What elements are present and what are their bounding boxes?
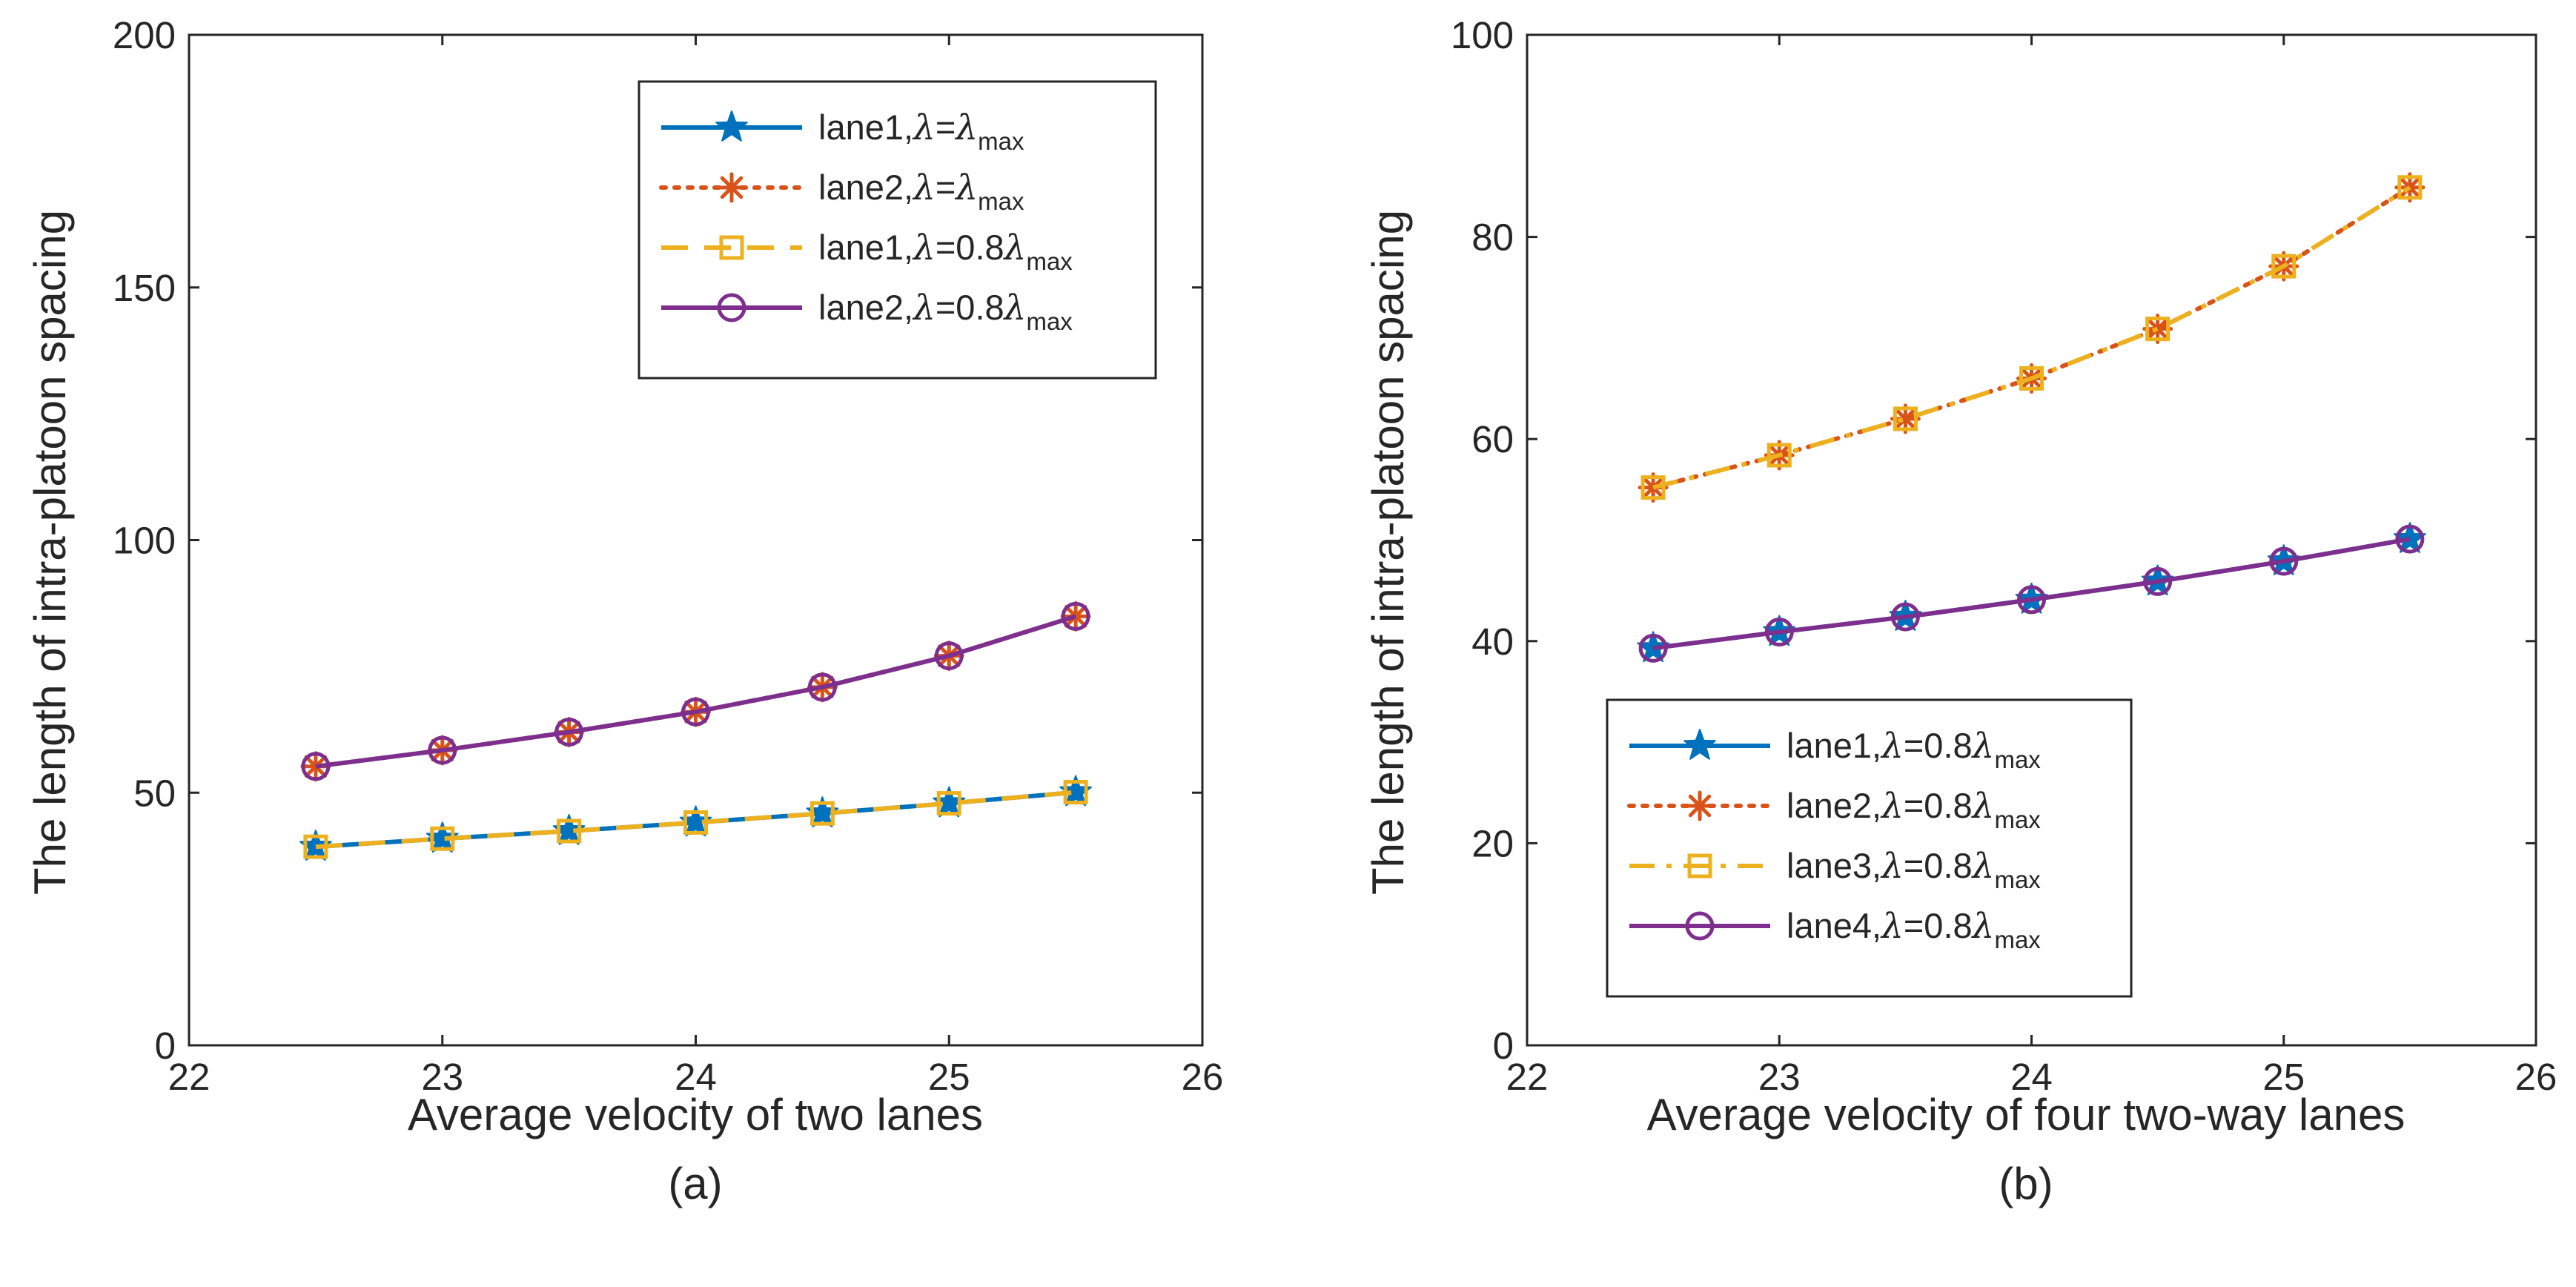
chart-b-point-lane3 [2397, 175, 2423, 200]
chart-a-legend-entry: lane2,λ=λmax [659, 168, 1024, 215]
chart-a-ytick-label: 0 [155, 1025, 176, 1067]
chart-a-series-line-lane2-0.8 [315, 614, 1076, 769]
chart-b-ylabel: The length of intra-platoon spacing [1363, 210, 1413, 895]
chart-a-legend-label: lane1,λ=λmax [818, 107, 1024, 155]
chart-a-xtick-label: 24 [675, 1056, 717, 1098]
chart-b-legend: lane1,λ=0.8λmax lane2,λ=0.8λmax lane3,λ=0.… [1606, 698, 2133, 998]
chart-a-xlabel: Average velocity of two lanes [408, 1090, 983, 1139]
chart-b-point-lane3 [2019, 365, 2044, 391]
chart-b-ytick-label: 20 [1471, 822, 1514, 864]
chart-b-ytick-label: 0 [1493, 1025, 1514, 1067]
chart-b-caption: (b) [1999, 1159, 2053, 1208]
chart-b-legend-entry: lane1,λ=0.8λmax [1629, 726, 2041, 773]
chart-a-ytick-label: 150 [113, 267, 176, 309]
chart-b-point-lane4 [1764, 618, 1794, 647]
chart-a-legend-marker [717, 293, 746, 322]
chart-a-legend-marker [719, 235, 744, 260]
chart-a-point-lane1-0.8 [936, 791, 961, 816]
chart-b-point-lane3 [1767, 443, 1792, 468]
chart-b-legend-entry: lane4,λ=0.8λmax [1629, 906, 2041, 953]
chart-b-point-lane3 [1640, 475, 1666, 500]
chart-b-point-lane4 [2143, 566, 2173, 596]
chart-b-legend-marker [1683, 729, 1716, 760]
chart-a-legend-marker [716, 172, 747, 203]
chart-a-ytick-label: 100 [113, 520, 176, 562]
chart-b-legend-label: lane4,λ=0.8λmax [1787, 906, 2041, 953]
chart-a-point-lane1-0.8 [1063, 780, 1088, 805]
chart-a-xtick-label: 26 [1182, 1056, 1224, 1098]
chart-a-series-lane1-0.8 [303, 780, 1088, 859]
chart-a-point-lane1-0.8 [557, 818, 582, 844]
chart-a-xtick-label: 22 [168, 1056, 211, 1098]
chart-a-legend-label: lane2,λ=0.8λmax [818, 288, 1073, 335]
chart-a-ytick-label: 50 [133, 772, 176, 814]
chart-b-legend-label: lane3,λ=0.8λmax [1787, 846, 2041, 893]
chart-b-legend-entry: lane2,λ=0.8λmax [1627, 786, 2041, 833]
chart-b-legend-label: lane1,λ=0.8λmax [1787, 726, 2041, 773]
chart-a: The length of intra-platoon spacing Aver… [25, 14, 1223, 1208]
chart-a-ytick-label: 200 [113, 14, 176, 56]
chart-a-point-lane2-0.8 [428, 735, 457, 765]
chart-b-xtick-label: 24 [2010, 1056, 2053, 1098]
chart-b-ytick-label: 40 [1471, 621, 1514, 663]
chart-a-legend-entry: lane2,λ=0.8λmax [661, 288, 1073, 335]
chart-b-ytick-label: 60 [1471, 418, 1514, 460]
chart-a-caption: (a) [668, 1159, 722, 1208]
chart-b-series-line-lane3 [1652, 185, 2411, 490]
chart-a-point-lane2-0.8 [554, 717, 584, 747]
chart-b-xtick-label: 23 [1758, 1056, 1801, 1098]
chart-b-legend-marker [1684, 790, 1715, 821]
chart-a-ylabel: The length of intra-platoon spacing [25, 210, 75, 895]
chart-a-legend-entry: lane1,λ=λmax [661, 107, 1024, 155]
chart-b-ytick-label: 100 [1451, 14, 1514, 56]
chart-b-xtick-label: 25 [2262, 1056, 2305, 1098]
chart-a-point-lane2-0.8 [681, 697, 710, 727]
chart-a-series-lane2-0.8 [301, 601, 1090, 781]
chart-b-point-lane3 [2145, 317, 2171, 342]
chart-b-point-lane4 [2395, 524, 2425, 554]
chart-b-xtick-label: 22 [1506, 1056, 1549, 1098]
chart-b-point-lane3 [1893, 406, 1918, 431]
chart-b-legend-marker [1687, 853, 1712, 879]
chart-a-point-lane2-0.8 [807, 672, 837, 702]
chart-b-xtick-label: 26 [2515, 1056, 2557, 1098]
chart-b: The length of intra-platoon spacing Aver… [1363, 14, 2557, 1208]
chart-b-point-lane3 [2271, 254, 2297, 279]
chart-a-point-lane2-0.8 [1061, 601, 1090, 631]
chart-a-xtick-label: 25 [928, 1056, 970, 1098]
chart-b-point-lane4 [2269, 546, 2299, 576]
chart-b-point-lane2 [2142, 314, 2173, 345]
chart-b-point-lane4 [1890, 602, 1920, 632]
chart-a-point-lane1-0.8 [809, 801, 835, 826]
chart-a-point-lane1-0.8 [303, 834, 328, 859]
chart-b-point-lane4 [1638, 633, 1668, 663]
chart-b-legend-marker [1685, 911, 1715, 941]
chart-a-point-lane2-0.8 [301, 752, 331, 781]
chart-a-point-lane2 [1060, 601, 1091, 632]
chart-b-xlabel: Average velocity of four two-way lanes [1647, 1090, 2406, 1139]
chart-a-point-lane2-0.8 [934, 641, 964, 671]
chart-a-legend-entry: lane1,λ=0.8λmax [661, 228, 1073, 275]
chart-a-legend-label: lane2,λ=λmax [818, 168, 1024, 215]
chart-a-legend-label: lane1,λ=0.8λmax [818, 228, 1073, 275]
chart-b-legend-entry: lane3,λ=0.8λmax [1629, 846, 2041, 893]
chart-a-legend-marker [715, 110, 748, 142]
chart-a-xtick-label: 23 [421, 1056, 463, 1098]
chart-a-point-lane2 [300, 751, 331, 782]
chart-b-ytick-label: 80 [1471, 216, 1514, 259]
chart-a-point-lane1-0.8 [430, 826, 455, 851]
chart-b-point-lane4 [2017, 585, 2046, 615]
chart-b-point-lane2 [1890, 403, 1921, 434]
chart-b-series-line-lane4 [1652, 537, 2411, 651]
chart-b-legend-label: lane2,λ=0.8λmax [1787, 786, 2041, 833]
chart-a-point-lane1-0.8 [683, 810, 708, 835]
chart-a-legend: lane1,λ=λmax lane2,λ=λmax lane1,λ=0.8λmax l… [638, 80, 1157, 380]
chart-b-series-lane3 [1640, 175, 2423, 500]
chart-b-series-lane4 [1638, 524, 2425, 663]
